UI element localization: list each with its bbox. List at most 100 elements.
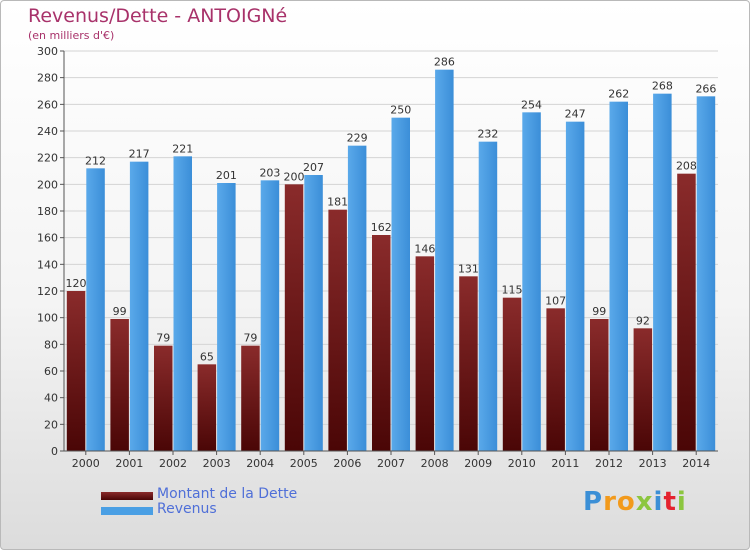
bar-debt: [66, 291, 86, 451]
value-label-revenue: 229: [347, 132, 368, 145]
x-tick-label: 2014: [682, 457, 710, 470]
value-label-debt: 181: [327, 196, 348, 209]
value-label-revenue: 207: [303, 161, 324, 174]
bar-revenue: [565, 121, 585, 452]
value-label-revenue: 232: [477, 128, 498, 141]
x-tick-label: 2005: [290, 457, 318, 470]
y-tick-label: 300: [37, 45, 58, 58]
bar-debt: [154, 345, 173, 451]
bar-debt: [459, 276, 478, 451]
bar-revenue: [260, 180, 280, 452]
y-tick-label: 200: [37, 178, 58, 191]
y-tick-label: 0: [51, 445, 58, 458]
y-tick-label: 220: [37, 152, 58, 165]
logo-letter: i: [676, 487, 687, 517]
bar-revenue: [478, 141, 498, 451]
y-tick-label: 160: [37, 232, 58, 245]
value-label-debt: 92: [636, 314, 650, 327]
y-tick-label: 140: [37, 258, 58, 271]
bar-debt: [415, 256, 435, 451]
value-label-revenue: 254: [521, 98, 542, 111]
bar-revenue: [696, 96, 716, 451]
legend-swatch-debt: [101, 492, 153, 500]
value-label-revenue: 247: [565, 108, 586, 121]
proxiti-logo: Proxiti: [583, 487, 687, 517]
value-label-debt: 79: [156, 332, 170, 345]
y-tick-label: 60: [44, 365, 58, 378]
value-label-debt: 146: [414, 242, 435, 255]
value-label-debt: 99: [113, 305, 127, 318]
bar-revenue: [391, 117, 410, 452]
value-label-debt: 65: [200, 350, 214, 363]
bar-debt: [197, 364, 217, 451]
value-label-revenue: 266: [695, 82, 716, 95]
bar-revenue: [304, 175, 323, 451]
value-label-debt: 208: [676, 160, 697, 173]
value-label-revenue: 286: [434, 56, 455, 69]
value-label-debt: 79: [243, 332, 257, 345]
axis-layer: 0 20 40 60 80 100 120 140 160 180 200 220 240 260 280 3…: [37, 45, 718, 470]
bar-revenue: [129, 161, 149, 451]
value-label-revenue: 212: [85, 154, 106, 167]
bar-layer: [66, 69, 716, 452]
x-tick-label: 2011: [551, 457, 579, 470]
legend-label-revenue: Revenus: [157, 501, 217, 517]
bar-revenue: [347, 145, 367, 451]
x-tick-label: 2006: [333, 457, 361, 470]
value-label-debt: 107: [545, 294, 566, 307]
value-label-debt: 200: [284, 170, 305, 183]
y-tick-label: 100: [37, 312, 58, 325]
bar-debt: [284, 184, 304, 452]
bar-debt: [502, 297, 522, 451]
y-tick-label: 40: [44, 392, 58, 405]
bar-revenue: [435, 69, 454, 452]
bar-revenue: [173, 156, 192, 452]
bar-revenue: [86, 168, 105, 452]
bar-revenue: [653, 93, 672, 452]
x-tick-label: 2010: [508, 457, 536, 470]
bar-revenue: [609, 101, 628, 452]
y-tick-label: 280: [37, 72, 58, 85]
value-label-debt: 131: [458, 262, 479, 275]
bar-debt: [590, 319, 609, 451]
bar-debt: [546, 308, 565, 451]
logo-letter: i: [653, 487, 664, 517]
logo-letter: r: [603, 487, 617, 517]
y-tick-label: 240: [37, 125, 58, 138]
y-tick-label: 260: [37, 98, 58, 111]
y-tick-label: 120: [37, 285, 58, 298]
bar-debt: [110, 319, 129, 451]
y-tick-label: 20: [44, 418, 58, 431]
x-tick-label: 2003: [203, 457, 231, 470]
x-tick-label: 2009: [464, 457, 492, 470]
x-tick-label: 2004: [246, 457, 274, 470]
bar-revenue: [217, 183, 236, 451]
logo-letter: x: [635, 487, 654, 517]
value-label-revenue: 217: [129, 148, 150, 161]
bar-debt: [677, 173, 696, 451]
x-tick-label: 2002: [159, 457, 187, 470]
bar-debt: [633, 328, 653, 451]
value-label-debt: 162: [371, 221, 392, 234]
value-label-revenue: 203: [259, 166, 280, 179]
logo-letter: t: [663, 487, 677, 517]
grid-layer: [64, 50, 718, 452]
bar-debt: [241, 345, 260, 451]
y-tick-label: 180: [37, 205, 58, 218]
x-tick-label: 2000: [72, 457, 100, 470]
x-tick-label: 2012: [595, 457, 623, 470]
value-label-revenue: 262: [608, 88, 629, 101]
value-label-revenue: 268: [652, 80, 673, 93]
x-tick-label: 2007: [377, 457, 405, 470]
logo-letter: P: [583, 487, 604, 517]
legend-swatch-revenue: [101, 507, 153, 515]
y-tick-label: 80: [44, 338, 58, 351]
x-tick-label: 2013: [639, 457, 667, 470]
value-label-debt: 115: [502, 284, 523, 297]
bar-debt: [372, 235, 391, 451]
chart-subtitle: (en milliers d'€): [28, 29, 115, 42]
value-label-debt: 120: [66, 277, 87, 290]
